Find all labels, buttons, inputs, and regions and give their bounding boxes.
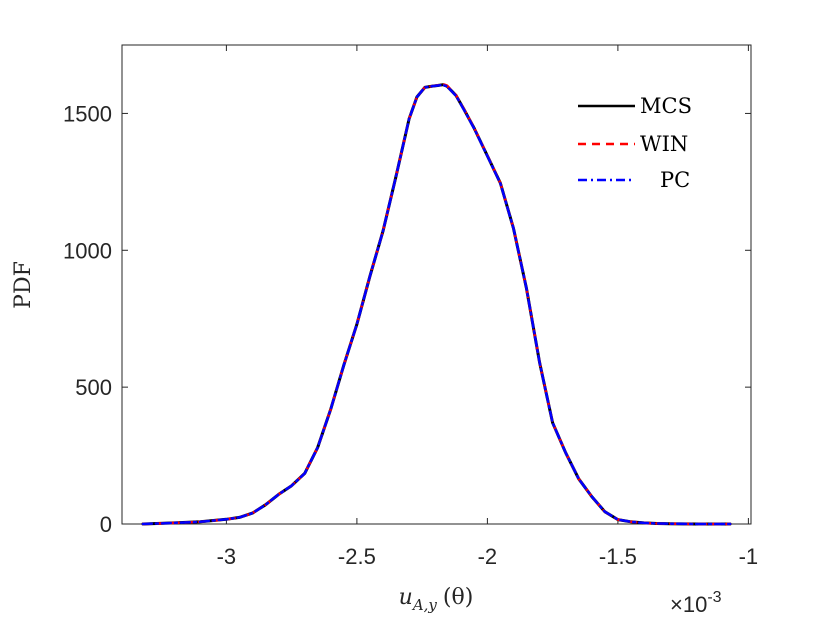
x-tick-label: -3 [217, 544, 237, 569]
y-tick-label: 500 [75, 375, 112, 400]
series-line-pc [141, 83, 732, 526]
x-tick-label: -2 [478, 544, 498, 569]
x-axis-title-subscript: A,y [411, 596, 438, 614]
x-axis-exponent-label: ×10-3 [670, 589, 722, 617]
x-axis-title-symbol: u [399, 585, 413, 610]
x-axis-exponent-power: -3 [707, 589, 721, 606]
x-axis: -3 -2.5 -2 -1.5 -1 [217, 45, 759, 569]
y-axis-title: PDF [11, 261, 36, 309]
x-tick-label: -2.5 [338, 544, 376, 569]
series-layer [141, 82, 732, 526]
legend-label-pc: PC [660, 168, 690, 192]
x-axis-title: uA,y (θ) [399, 585, 474, 614]
legend-label-win: WIN [640, 132, 688, 156]
y-tick-label: 1500 [63, 101, 112, 126]
legend-label-mcs: MCS [640, 94, 692, 118]
y-tick-label: 0 [100, 512, 112, 537]
legend: MCS WIN PC [578, 94, 692, 192]
y-tick-label: 1000 [63, 238, 112, 263]
x-tick-label: -1 [739, 544, 759, 569]
x-axis-exponent-base: ×10 [670, 592, 707, 617]
plot-area-frame [121, 44, 752, 525]
x-axis-title-theta: (θ) [443, 585, 473, 610]
x-tick-label: -1.5 [599, 544, 637, 569]
y-axis: 0 500 1000 1500 [63, 101, 751, 537]
